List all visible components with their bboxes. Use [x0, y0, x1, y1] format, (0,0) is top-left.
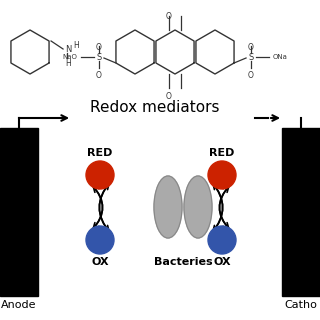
Text: O: O: [166, 92, 172, 101]
Text: H: H: [65, 59, 71, 68]
Text: N: N: [65, 44, 71, 53]
Text: S: S: [96, 52, 101, 61]
Text: OX: OX: [91, 257, 109, 267]
Text: Catho: Catho: [284, 300, 317, 310]
Text: Redox mediators: Redox mediators: [90, 100, 220, 116]
Text: H: H: [73, 41, 79, 50]
Text: Bacteries: Bacteries: [154, 257, 212, 267]
Circle shape: [208, 161, 236, 189]
Text: O: O: [248, 43, 254, 52]
Circle shape: [86, 226, 114, 254]
Text: O: O: [248, 71, 254, 80]
Circle shape: [86, 161, 114, 189]
Text: RED: RED: [209, 148, 235, 158]
Bar: [0, 128, 38, 296]
Text: ONa: ONa: [273, 54, 288, 60]
Text: O: O: [96, 71, 102, 80]
Text: O: O: [96, 43, 102, 52]
Ellipse shape: [154, 176, 182, 238]
Ellipse shape: [184, 176, 212, 238]
Text: OX: OX: [213, 257, 231, 267]
Text: S: S: [248, 52, 254, 61]
Bar: [282, 128, 320, 296]
Text: RED: RED: [87, 148, 113, 158]
Text: NaO: NaO: [62, 54, 77, 60]
Text: O: O: [166, 12, 172, 21]
Text: Anode: Anode: [1, 300, 37, 310]
Circle shape: [208, 226, 236, 254]
